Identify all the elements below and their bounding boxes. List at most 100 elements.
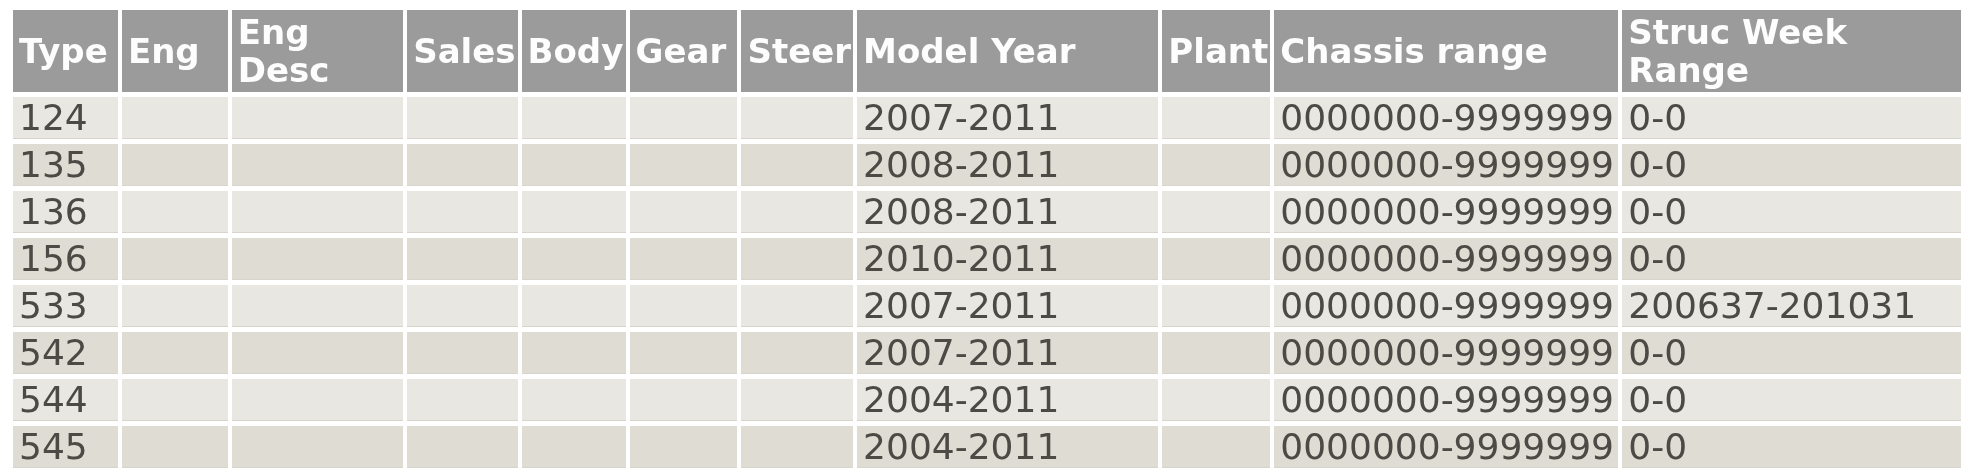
- cell-type: 124: [13, 97, 118, 139]
- cell-eng_desc: [232, 426, 403, 468]
- cell-sales: [407, 97, 517, 139]
- cell-model_year: 2007-2011: [857, 332, 1158, 374]
- column-header-type: Type: [13, 10, 118, 92]
- cell-sales: [407, 285, 517, 327]
- table-body: 1242007-20110000000-99999990-01352008-20…: [13, 97, 1961, 468]
- column-header-sales: Sales: [407, 10, 517, 92]
- vehicle-profile-table: TypeEngEng DescSalesBodyGearSteerModel Y…: [9, 5, 1965, 473]
- table-row[interactable]: 136 2008-2011 0000000-99999990-0: [13, 191, 1961, 233]
- cell-plant: [1162, 332, 1270, 374]
- cell-model_year: 2007-2011: [857, 97, 1158, 139]
- cell-chassis_range: 0000000-9999999: [1274, 238, 1618, 280]
- column-header-body: Body: [522, 10, 626, 92]
- cell-steer: [741, 285, 853, 327]
- cell-gear: [630, 379, 738, 421]
- cell-struc_week_range: 0-0: [1622, 238, 1961, 280]
- cell-type: 545: [13, 426, 118, 468]
- cell-gear: [630, 238, 738, 280]
- cell-gear: [630, 191, 738, 233]
- cell-chassis_range: 0000000-9999999: [1274, 379, 1618, 421]
- cell-plant: [1162, 285, 1270, 327]
- cell-chassis_range: 0000000-9999999: [1274, 191, 1618, 233]
- cell-type: 156: [13, 238, 118, 280]
- cell-plant: [1162, 238, 1270, 280]
- cell-type: 135: [13, 144, 118, 186]
- cell-chassis_range: 0000000-9999999: [1274, 426, 1618, 468]
- cell-eng_desc: [232, 144, 403, 186]
- cell-plant: [1162, 379, 1270, 421]
- cell-model_year: 2008-2011: [857, 144, 1158, 186]
- cell-eng_desc: [232, 332, 403, 374]
- cell-body: [522, 97, 626, 139]
- cell-model_year: 2007-2011: [857, 285, 1158, 327]
- cell-model_year: 2004-2011: [857, 426, 1158, 468]
- cell-struc_week_range: 0-0: [1622, 426, 1961, 468]
- cell-body: [522, 426, 626, 468]
- cell-eng: [122, 285, 228, 327]
- cell-type: 533: [13, 285, 118, 327]
- cell-eng: [122, 144, 228, 186]
- cell-eng_desc: [232, 379, 403, 421]
- cell-eng_desc: [232, 97, 403, 139]
- cell-plant: [1162, 97, 1270, 139]
- cell-steer: [741, 332, 853, 374]
- header-row: TypeEngEng DescSalesBodyGearSteerModel Y…: [13, 10, 1961, 92]
- table-row[interactable]: 5422007-20110000000-99999990-0: [13, 332, 1961, 374]
- cell-eng: [122, 332, 228, 374]
- cell-sales: [407, 144, 517, 186]
- cell-chassis_range: 0000000-9999999: [1274, 285, 1618, 327]
- table-row[interactable]: 545 2004-2011 0000000-99999990-0: [13, 426, 1961, 468]
- cell-eng: [122, 379, 228, 421]
- cell-plant: [1162, 426, 1270, 468]
- cell-sales: [407, 379, 517, 421]
- cell-type: 542: [13, 332, 118, 374]
- column-header-eng: Eng: [122, 10, 228, 92]
- cell-chassis_range: 0000000-9999999: [1274, 332, 1618, 374]
- cell-plant: [1162, 191, 1270, 233]
- cell-struc_week_range: 200637-201031: [1622, 285, 1961, 327]
- cell-struc_week_range: 0-0: [1622, 97, 1961, 139]
- cell-steer: [741, 426, 853, 468]
- cell-type: 136: [13, 191, 118, 233]
- cell-eng: [122, 426, 228, 468]
- cell-sales: [407, 332, 517, 374]
- cell-eng: [122, 238, 228, 280]
- cell-eng_desc: [232, 191, 403, 233]
- table-row[interactable]: 1352008-20110000000-99999990-0: [13, 144, 1961, 186]
- column-header-struc_week_range: Struc Week Range: [1622, 10, 1961, 92]
- cell-chassis_range: 0000000-9999999: [1274, 97, 1618, 139]
- cell-gear: [630, 144, 738, 186]
- cell-eng_desc: [232, 238, 403, 280]
- cell-plant: [1162, 144, 1270, 186]
- cell-eng: [122, 191, 228, 233]
- cell-body: [522, 144, 626, 186]
- cell-gear: [630, 285, 738, 327]
- cell-gear: [630, 426, 738, 468]
- vehicle-profile-table-wrap: TypeEngEng DescSalesBodyGearSteerModel Y…: [9, 5, 1965, 473]
- cell-model_year: 2008-2011: [857, 191, 1158, 233]
- table-row[interactable]: 124 2007-2011 0000000-99999990-0: [13, 97, 1961, 139]
- cell-body: [522, 191, 626, 233]
- cell-type: 544: [13, 379, 118, 421]
- cell-sales: [407, 191, 517, 233]
- cell-steer: [741, 97, 853, 139]
- table-row[interactable]: 533 2007-2011 0000000-9999999200637-201031: [13, 285, 1961, 327]
- cell-steer: [741, 191, 853, 233]
- cell-gear: [630, 97, 738, 139]
- column-header-eng_desc: Eng Desc: [232, 10, 403, 92]
- cell-sales: [407, 238, 517, 280]
- table-row[interactable]: 156 2010-2011 0000000-99999990-0: [13, 238, 1961, 280]
- cell-model_year: 2010-2011: [857, 238, 1158, 280]
- column-header-gear: Gear: [630, 10, 738, 92]
- cell-body: [522, 379, 626, 421]
- cell-steer: [741, 144, 853, 186]
- cell-struc_week_range: 0-0: [1622, 379, 1961, 421]
- cell-body: [522, 238, 626, 280]
- cell-body: [522, 332, 626, 374]
- cell-steer: [741, 238, 853, 280]
- column-header-model_year: Model Year: [857, 10, 1158, 92]
- table-row[interactable]: 5442004-20110000000-99999990-0: [13, 379, 1961, 421]
- cell-struc_week_range: 0-0: [1622, 191, 1961, 233]
- cell-chassis_range: 0000000-9999999: [1274, 144, 1618, 186]
- column-header-steer: Steer: [741, 10, 853, 92]
